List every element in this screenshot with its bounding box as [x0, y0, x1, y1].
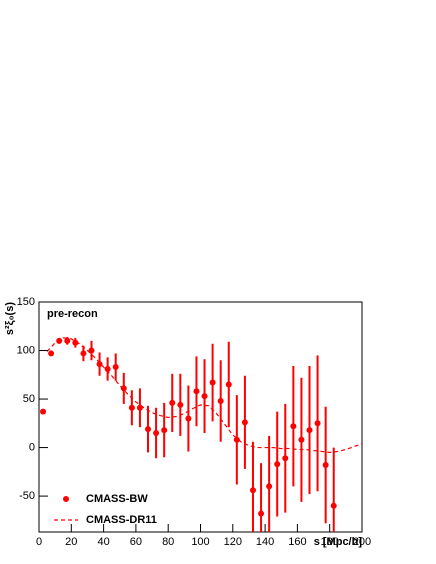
point [298, 436, 305, 443]
legend-swatch [63, 496, 69, 502]
legend-label: CMASS-DR11 [86, 514, 157, 526]
point [209, 379, 216, 386]
point [145, 426, 152, 433]
point [233, 436, 240, 443]
point [306, 427, 313, 434]
point [128, 404, 135, 411]
x-tick-label: 180 [321, 536, 339, 548]
point [120, 385, 127, 392]
point [177, 401, 184, 408]
y-tick-label: 150 [17, 296, 35, 308]
y-tick-label: 50 [23, 393, 35, 405]
point [258, 510, 265, 517]
legend-label: CMASS-BW [86, 493, 148, 505]
point [330, 502, 337, 509]
plot-area [40, 336, 362, 532]
point [104, 365, 111, 372]
y-tick-label: 0 [29, 441, 35, 453]
point [80, 350, 87, 357]
x-tick-label: 140 [256, 536, 274, 548]
point [314, 420, 321, 427]
x-tick-label: 120 [224, 536, 242, 548]
point [201, 393, 208, 400]
point [64, 337, 71, 344]
x-tick-label: 80 [162, 536, 174, 548]
point [249, 487, 256, 494]
x-tick-label: 100 [191, 536, 209, 548]
point [266, 483, 273, 490]
point [193, 388, 200, 395]
point [185, 415, 192, 422]
point [225, 381, 232, 388]
point [40, 408, 47, 415]
x-tick-label: 20 [65, 536, 77, 548]
point [96, 361, 103, 368]
point [153, 430, 160, 437]
x-axis-label: s [Mpc/h] [314, 536, 363, 548]
annotation: pre-recon [47, 308, 98, 320]
point [161, 427, 168, 434]
point [48, 350, 55, 357]
x-tick-label: 40 [97, 536, 109, 548]
point [241, 419, 248, 426]
x-tick-label: 0 [36, 536, 42, 548]
y-tick-label: 100 [17, 344, 35, 356]
y-tick-label: -50 [19, 490, 35, 502]
x-tick-label: 60 [130, 536, 142, 548]
point [274, 461, 281, 468]
point [88, 347, 95, 354]
point [112, 364, 119, 371]
x-tick-label: 160 [288, 536, 306, 548]
line-series [46, 337, 362, 454]
point [282, 455, 289, 462]
point [72, 339, 79, 346]
point [217, 397, 224, 404]
point [290, 423, 297, 430]
x-tick-label: 200 [353, 536, 371, 548]
point [169, 399, 176, 406]
point [322, 462, 329, 469]
y-axis-label: s²ξ₀(s) [4, 302, 16, 335]
